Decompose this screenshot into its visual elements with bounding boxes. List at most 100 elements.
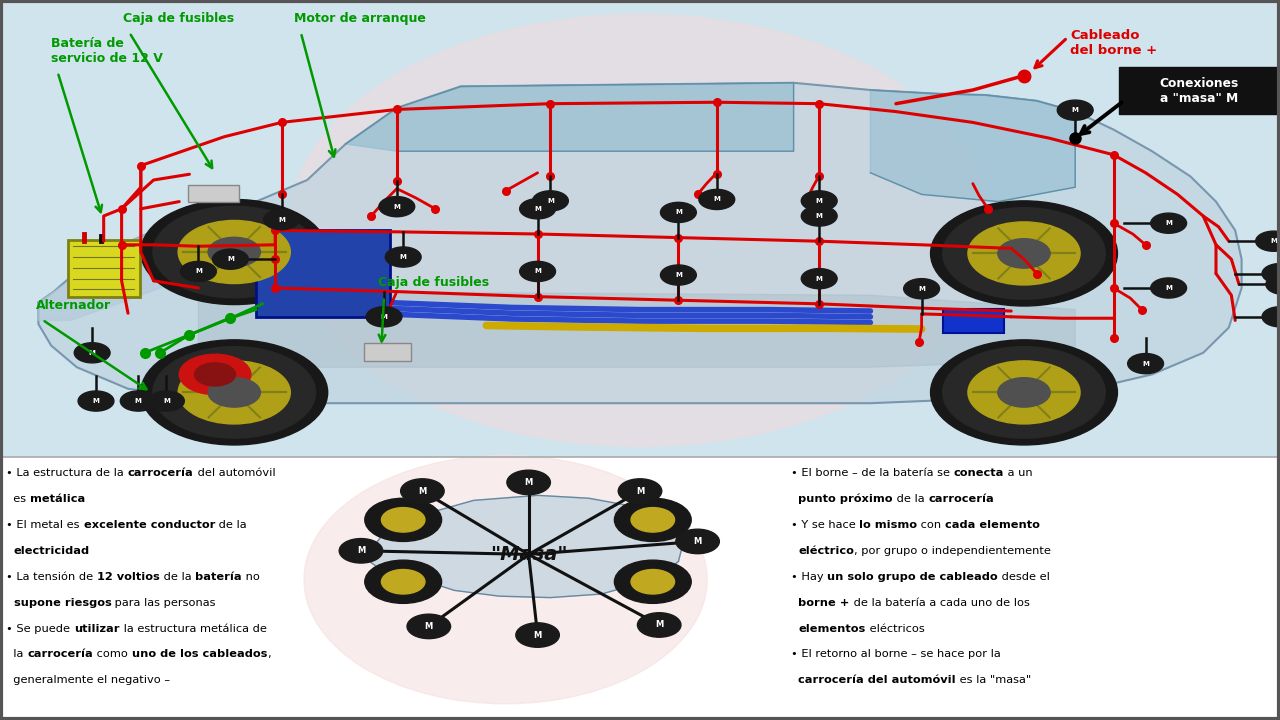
Text: ,: ,: [268, 649, 270, 660]
Circle shape: [931, 201, 1117, 306]
Circle shape: [699, 189, 735, 210]
Text: • La tensión de: • La tensión de: [6, 572, 97, 582]
Circle shape: [904, 279, 940, 299]
Circle shape: [152, 206, 316, 298]
Text: M: M: [713, 197, 721, 202]
Circle shape: [385, 247, 421, 267]
Polygon shape: [38, 217, 198, 320]
Circle shape: [339, 539, 383, 563]
Text: M: M: [918, 286, 925, 292]
Text: 12 voltios: 12 voltios: [97, 572, 160, 582]
Text: M: M: [534, 269, 541, 274]
Circle shape: [660, 265, 696, 285]
Text: M: M: [88, 350, 96, 356]
Text: M: M: [525, 478, 532, 487]
Text: M: M: [636, 487, 644, 495]
Circle shape: [1128, 354, 1164, 374]
Text: supone riesgos: supone riesgos: [14, 598, 111, 608]
Text: batería: batería: [195, 572, 242, 582]
Circle shape: [801, 269, 837, 289]
Circle shape: [74, 343, 110, 363]
Text: lo mismo: lo mismo: [859, 520, 918, 530]
Text: • Y se hace: • Y se hace: [791, 520, 859, 530]
Circle shape: [366, 307, 402, 327]
Text: M: M: [534, 206, 541, 212]
Circle shape: [931, 340, 1117, 445]
FancyBboxPatch shape: [364, 343, 411, 361]
Text: Caja de fusibles: Caja de fusibles: [378, 276, 489, 289]
Circle shape: [1057, 100, 1093, 120]
Circle shape: [264, 210, 300, 230]
Circle shape: [998, 239, 1050, 268]
Text: M: M: [195, 269, 202, 274]
Circle shape: [942, 346, 1106, 438]
Circle shape: [152, 346, 316, 438]
Text: carrocería del automóvil: carrocería del automóvil: [799, 675, 956, 685]
Circle shape: [148, 391, 184, 411]
Text: M: M: [1142, 361, 1149, 366]
Circle shape: [801, 206, 837, 226]
Text: M: M: [399, 254, 407, 260]
Circle shape: [365, 560, 442, 603]
Text: carrocería: carrocería: [27, 649, 93, 660]
Circle shape: [660, 202, 696, 222]
Circle shape: [631, 508, 675, 532]
Circle shape: [381, 570, 425, 594]
Text: M: M: [815, 276, 823, 282]
Text: carrocería: carrocería: [128, 468, 193, 478]
Text: "Masa": "Masa": [490, 545, 567, 564]
FancyBboxPatch shape: [188, 185, 239, 202]
Circle shape: [141, 340, 328, 445]
Circle shape: [401, 479, 444, 503]
Circle shape: [637, 613, 681, 637]
Text: M: M: [92, 398, 100, 404]
Text: Cableado
del borne +: Cableado del borne +: [1070, 29, 1157, 57]
Text: desde el: desde el: [998, 572, 1050, 582]
Text: M: M: [675, 272, 682, 278]
Text: borne +: borne +: [799, 598, 850, 608]
Circle shape: [1151, 213, 1187, 233]
Text: para las personas: para las personas: [111, 598, 216, 608]
Text: • El retorno al borne – se hace por la: • El retorno al borne – se hace por la: [791, 649, 1001, 660]
Text: a un: a un: [1004, 468, 1033, 478]
Text: M: M: [694, 537, 701, 546]
Text: un solo grupo de cableado: un solo grupo de cableado: [827, 572, 998, 582]
Text: M: M: [1276, 314, 1280, 320]
Text: M: M: [1270, 238, 1277, 244]
Circle shape: [614, 560, 691, 603]
Circle shape: [998, 378, 1050, 407]
Circle shape: [407, 614, 451, 639]
Text: de la: de la: [160, 572, 195, 582]
FancyBboxPatch shape: [68, 240, 140, 297]
Text: la: la: [6, 649, 27, 660]
Text: M: M: [419, 487, 426, 495]
Circle shape: [968, 361, 1080, 424]
Text: M: M: [134, 398, 142, 404]
FancyBboxPatch shape: [1119, 67, 1279, 114]
Circle shape: [178, 220, 291, 284]
Text: M: M: [380, 314, 388, 320]
Text: M: M: [1165, 285, 1172, 291]
Text: generalmente el negativo –: generalmente el negativo –: [6, 675, 170, 685]
Text: M: M: [425, 622, 433, 631]
Text: electricidad: electricidad: [14, 546, 90, 556]
Text: , por grupo o independientemente: , por grupo o independientemente: [854, 546, 1051, 556]
Text: punto próximo: punto próximo: [799, 494, 892, 505]
Text: M: M: [357, 546, 365, 555]
Text: con: con: [918, 520, 945, 530]
Circle shape: [209, 378, 260, 407]
Text: M: M: [393, 204, 401, 210]
Circle shape: [212, 249, 248, 269]
Text: Caja de fusibles: Caja de fusibles: [123, 12, 234, 25]
Circle shape: [507, 470, 550, 495]
FancyBboxPatch shape: [256, 230, 390, 317]
Text: • Hay: • Hay: [791, 572, 827, 582]
Text: no: no: [242, 572, 260, 582]
Text: M: M: [1276, 271, 1280, 276]
Text: cada elemento: cada elemento: [945, 520, 1041, 530]
Text: excelente conductor: excelente conductor: [83, 520, 215, 530]
Text: como: como: [93, 649, 132, 660]
Circle shape: [179, 354, 251, 395]
Text: del automóvil: del automóvil: [193, 468, 275, 478]
Text: conecta: conecta: [954, 468, 1004, 478]
